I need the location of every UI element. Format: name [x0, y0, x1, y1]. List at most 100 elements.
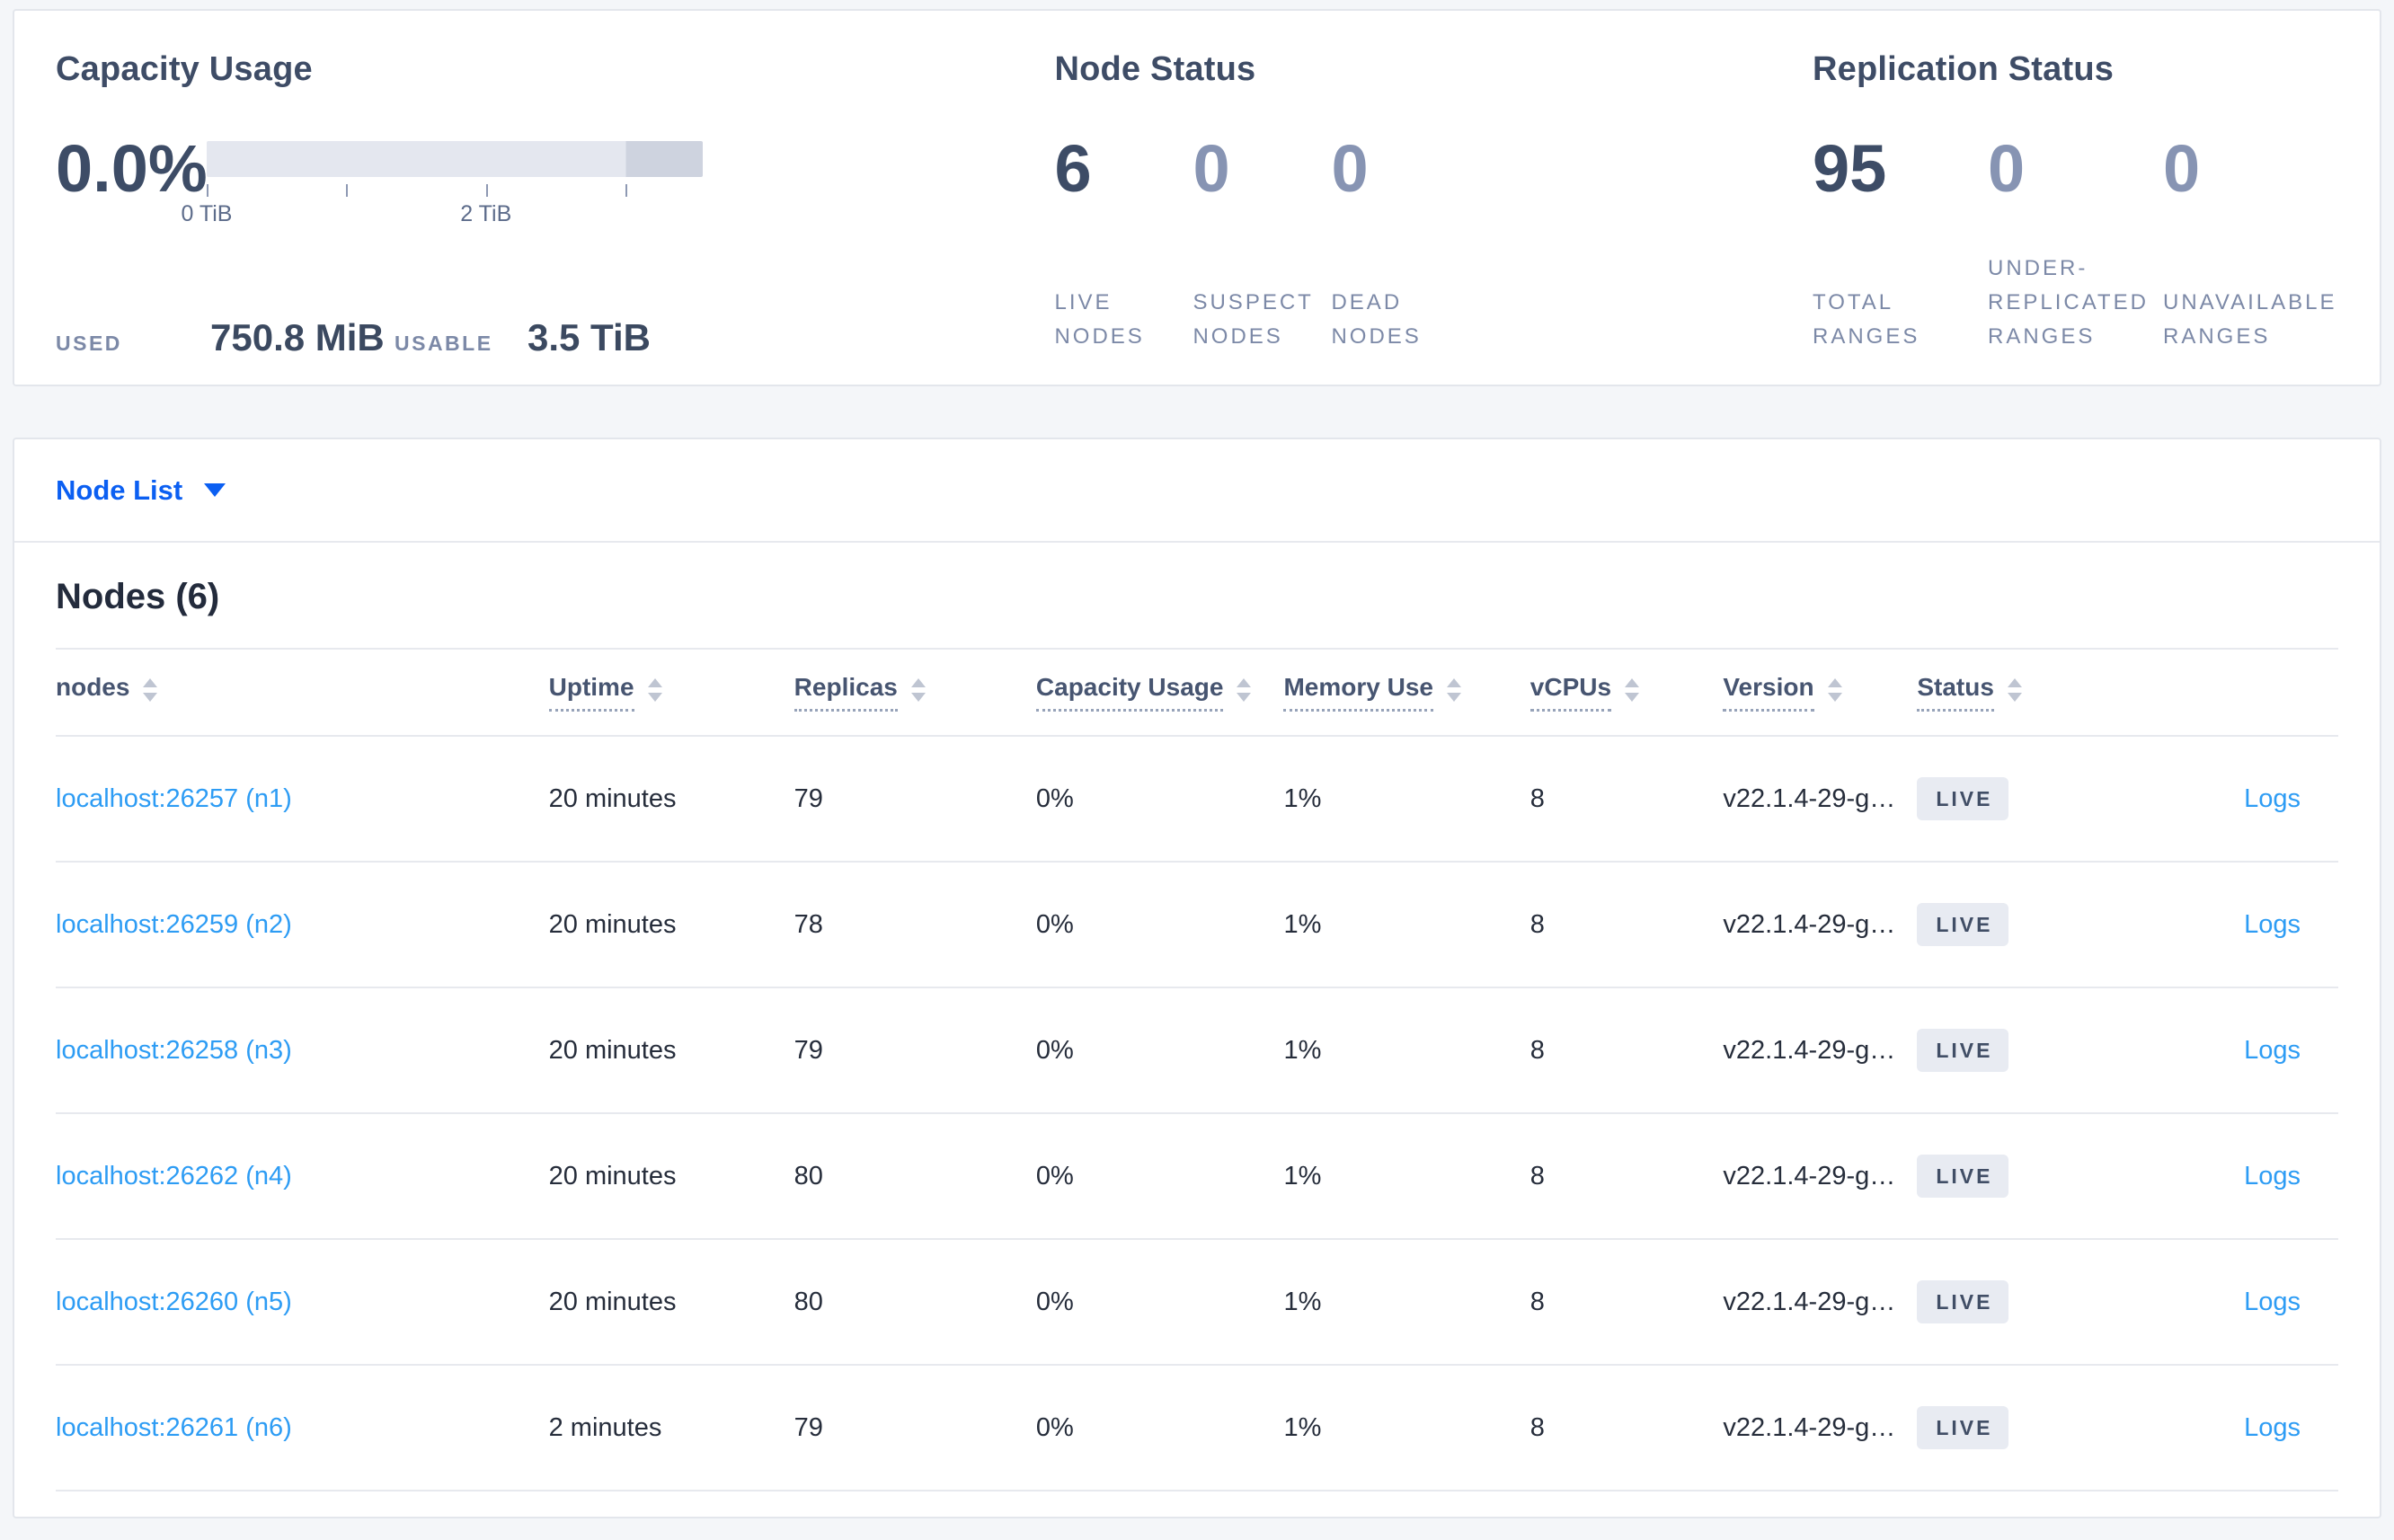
- column-header-version[interactable]: Version: [1723, 648, 1918, 737]
- stat-label: SUSPECT NODES: [1193, 290, 1314, 349]
- uptime-cell: 2 minutes: [548, 1365, 794, 1491]
- sort-down-arrow-icon: [1237, 692, 1252, 702]
- capacity-usage-cell: 0%: [1035, 862, 1284, 988]
- column-header-label: vCPUs: [1530, 673, 1612, 712]
- status-cell: LIVE: [1917, 736, 2146, 863]
- node-cell: localhost:26259 (n2): [56, 862, 549, 988]
- node-link[interactable]: localhost:26260 (n5): [56, 1287, 292, 1316]
- column-header-memory-use[interactable]: Memory Use: [1283, 648, 1530, 737]
- column-header-status[interactable]: Status: [1917, 648, 2146, 737]
- table-row: localhost:26260 (n5) 20 minutes 80 0% 1% 8 v22…: [56, 1239, 2338, 1366]
- node-status-stats: 6 LIVE NODES 0 SUSPECT NODES 0 DEAD NODES: [1054, 136, 1813, 359]
- capacity-usage-cell: 0%: [1035, 987, 1284, 1114]
- stat: 95 TOTAL RANGES: [1813, 136, 1988, 359]
- stat: 6 LIVE NODES: [1054, 136, 1193, 359]
- sort-down-arrow-icon: [2007, 692, 2022, 702]
- stat-value: 0: [1988, 131, 2026, 206]
- memory-use-cell: 1%: [1283, 1113, 1530, 1240]
- stat-label: UNAVAILABLE RANGES: [2163, 290, 2337, 349]
- sort-down-arrow-icon: [1625, 692, 1640, 702]
- logs-link[interactable]: Logs: [2244, 1412, 2301, 1442]
- logs-link[interactable]: Logs: [2244, 1161, 2301, 1190]
- stat-label: UNDER-REPLICATED RANGES: [1988, 256, 2149, 349]
- node-link[interactable]: localhost:26258 (n3): [56, 1035, 292, 1065]
- sort-down-arrow-icon: [647, 692, 662, 702]
- capacity-usage-cell: 0%: [1035, 1365, 1284, 1491]
- column-header-label: Replicas: [794, 673, 898, 712]
- node-link[interactable]: localhost:26257 (n1): [56, 783, 292, 813]
- vcpus-cell: 8: [1530, 862, 1724, 988]
- node-list-dropdown-label[interactable]: Node List: [56, 474, 183, 506]
- version-cell: v22.1.4-29-g…: [1723, 1113, 1918, 1240]
- column-header-replicas[interactable]: Replicas: [794, 648, 1036, 737]
- nodes-table-section: Nodes (6) nodes Uptime Replicas Capacity Us…: [14, 577, 2380, 1491]
- capacity-bar-chart: 0 TiB 2 TiB: [182, 141, 703, 228]
- capacity-usage-cell: 0%: [1035, 1239, 1284, 1366]
- logs-link[interactable]: Logs: [2244, 1287, 2301, 1316]
- status-cell: LIVE: [1917, 987, 2146, 1114]
- logs-cell: Logs: [2145, 1239, 2338, 1366]
- status-cell: LIVE: [1917, 1365, 2146, 1491]
- node-list-dropdown[interactable]: Node List: [14, 439, 2380, 543]
- column-header-capacity-usage[interactable]: Capacity Usage: [1035, 648, 1284, 737]
- stat: 0 UNAVAILABLE RANGES: [2163, 136, 2338, 359]
- sort-up-arrow-icon: [2007, 677, 2022, 687]
- sort-icon: [1827, 677, 1842, 702]
- node-status-panel: Node Status 6 LIVE NODES 0 SUSPECT NODES 0 DE…: [1054, 50, 1813, 359]
- sort-down-arrow-icon: [143, 692, 158, 702]
- cluster-overview-card: Capacity Usage 0.0% 0 TiB 2 TiB USED 750.…: [13, 9, 2381, 386]
- capacity-percent: 0.0%: [56, 131, 208, 206]
- logs-link[interactable]: Logs: [2244, 1035, 2301, 1065]
- status-cell: LIVE: [1917, 862, 2146, 988]
- logs-cell: Logs: [2145, 987, 2338, 1114]
- logs-cell: Logs: [2145, 862, 2338, 988]
- version-cell: v22.1.4-29-g…: [1723, 862, 1918, 988]
- page: Capacity Usage 0.0% 0 TiB 2 TiB USED 750.…: [0, 9, 2394, 1518]
- table-header-row: nodes Uptime Replicas Capacity Usage Memory …: [56, 648, 2338, 737]
- logs-link[interactable]: Logs: [2244, 783, 2301, 813]
- replicas-cell: 80: [794, 1239, 1036, 1366]
- column-header-nodes[interactable]: nodes: [56, 648, 549, 737]
- column-header-logs: [2145, 648, 2338, 737]
- version-cell: v22.1.4-29-g…: [1723, 1239, 1918, 1366]
- node-link[interactable]: localhost:26259 (n2): [56, 909, 292, 939]
- vcpus-cell: 8: [1530, 736, 1724, 863]
- memory-use-cell: 1%: [1283, 862, 1530, 988]
- axis-tick-mark: [485, 184, 488, 197]
- replicas-cell: 79: [794, 736, 1036, 863]
- sort-up-arrow-icon: [1237, 677, 1252, 687]
- node-cell: localhost:26258 (n3): [56, 987, 549, 1114]
- node-link[interactable]: localhost:26262 (n4): [56, 1161, 292, 1190]
- used-value: 750.8 MiB: [210, 316, 385, 358]
- capacity-usage-panel: Capacity Usage 0.0% 0 TiB 2 TiB USED 750.…: [56, 50, 1054, 359]
- node-link[interactable]: localhost:26261 (n6): [56, 1412, 292, 1442]
- column-header-label: Version: [1723, 673, 1814, 712]
- column-header-uptime[interactable]: Uptime: [548, 648, 794, 737]
- stat: 0 SUSPECT NODES: [1193, 136, 1331, 359]
- replication-status-title: Replication Status: [1813, 50, 2115, 88]
- sort-down-arrow-icon: [1827, 692, 1842, 702]
- sort-icon: [1237, 677, 1252, 702]
- sort-down-arrow-icon: [1447, 692, 1461, 702]
- node-list-card: Node List Nodes (6) nodes Uptime Replicas C…: [13, 438, 2381, 1518]
- node-cell: localhost:26257 (n1): [56, 736, 549, 863]
- logs-link[interactable]: Logs: [2244, 909, 2301, 939]
- capacity-usage-cell: 0%: [1035, 736, 1284, 863]
- status-badge: LIVE: [1917, 1280, 2009, 1323]
- version-cell: v22.1.4-29-g…: [1723, 987, 1918, 1114]
- replication-status-panel: Replication Status 95 TOTAL RANGES 0 UNDER-…: [1813, 50, 2338, 359]
- status-badge: LIVE: [1917, 1029, 2009, 1072]
- memory-use-cell: 1%: [1283, 736, 1530, 863]
- sort-icon: [143, 677, 158, 702]
- column-header-vcpus[interactable]: vCPUs: [1530, 648, 1724, 737]
- used-label: USED: [56, 332, 122, 355]
- stat-value: 95: [1813, 131, 1887, 206]
- stat: 0 UNDER-REPLICATED RANGES: [1988, 136, 2163, 359]
- status-badge: LIVE: [1917, 1406, 2009, 1449]
- sort-icon: [2007, 677, 2022, 702]
- sort-icon: [1447, 677, 1461, 702]
- stat: 0 DEAD NODES: [1331, 136, 1469, 359]
- vcpus-cell: 8: [1530, 1365, 1724, 1491]
- version-cell: v22.1.4-29-g…: [1723, 1365, 1918, 1491]
- axis-tick-mark: [625, 184, 628, 197]
